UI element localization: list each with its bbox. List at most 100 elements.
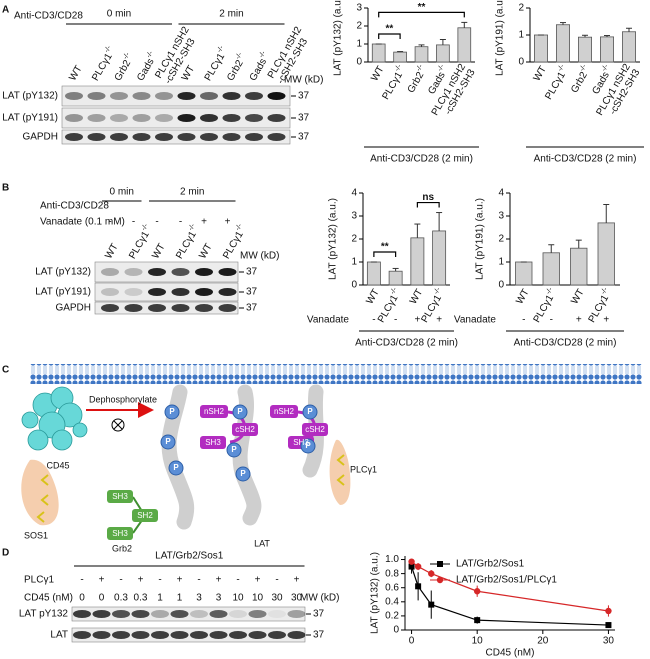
stimulus-label: Anti-CD3/CD28 xyxy=(40,201,109,212)
band xyxy=(87,114,106,122)
x-tick-label: WT xyxy=(569,287,586,306)
cd45-conc: 10 xyxy=(252,593,264,604)
plc-sign: - xyxy=(236,575,239,586)
y-tick-label: 0 xyxy=(356,57,362,68)
bar xyxy=(410,237,425,286)
bar xyxy=(534,34,549,63)
domain-label: nSH2 xyxy=(204,407,225,416)
phospho-label: P xyxy=(237,407,243,416)
band xyxy=(200,92,218,100)
x-tick-label: 10 xyxy=(472,636,484,647)
y-tick-label: 3 xyxy=(351,211,357,222)
domain-label: nSH2 xyxy=(274,407,295,416)
band xyxy=(171,268,190,276)
plc-sign: + xyxy=(216,575,222,586)
sig-label: ** xyxy=(381,242,389,253)
band xyxy=(209,610,228,618)
marker xyxy=(408,563,415,570)
y-axis-title: LAT (pY132) (a.u.) xyxy=(333,0,344,76)
cd45-conc: 1 xyxy=(157,593,163,604)
band xyxy=(131,610,150,618)
plc-sign: + xyxy=(294,575,300,586)
row-label: GAPDH xyxy=(22,132,58,143)
band xyxy=(112,610,130,618)
bar xyxy=(366,261,381,286)
diagram: Dephosphorylate CD45 SOS1 Grb2 LAT PLCγ1… xyxy=(21,364,642,553)
treatment-sign: + xyxy=(436,315,442,326)
band xyxy=(87,92,106,100)
band xyxy=(195,268,213,276)
y-tick-label: 0 xyxy=(518,57,524,68)
band xyxy=(124,288,143,296)
band xyxy=(155,92,173,100)
x-axis-title: CD45 (nM) xyxy=(486,648,535,659)
band xyxy=(87,133,106,141)
y-axis-title: LAT (pY132) (a.u.) xyxy=(328,198,339,280)
domain-label: cSH2 xyxy=(305,425,325,434)
band xyxy=(177,133,196,141)
bar xyxy=(597,222,615,286)
band xyxy=(101,268,119,276)
mw-marker: 37 xyxy=(246,267,258,278)
marker xyxy=(605,607,612,615)
band xyxy=(131,631,150,639)
bar xyxy=(600,36,615,63)
phospho-label: P xyxy=(173,463,179,472)
legend-marker xyxy=(436,576,444,584)
band xyxy=(92,610,111,618)
row-label: LAT pY132 xyxy=(19,609,69,620)
row-label: LAT (pY191) xyxy=(2,113,58,124)
band xyxy=(222,114,241,122)
plc-sign: - xyxy=(119,575,122,586)
band xyxy=(267,92,286,100)
domain-label: SH3 xyxy=(112,492,128,501)
x-tick-label: 0 xyxy=(409,636,415,647)
lane-label: Grb2-/- xyxy=(224,51,249,83)
band xyxy=(110,133,128,141)
time-label: 0 min xyxy=(107,9,131,20)
band xyxy=(177,114,196,122)
plc-sign: - xyxy=(80,575,83,586)
band xyxy=(148,304,166,312)
band xyxy=(268,610,286,618)
cd45-conc: 0.3 xyxy=(114,593,128,604)
blot-strip xyxy=(94,282,239,302)
bar xyxy=(515,261,533,286)
band xyxy=(151,610,169,618)
band xyxy=(248,610,267,618)
bar xyxy=(436,44,450,63)
y-tick-label: 3 xyxy=(356,3,362,14)
x-axis-title: Anti-CD3/CD28 (2 min) xyxy=(514,338,617,349)
band xyxy=(195,288,213,296)
cd45-conc: 0 xyxy=(79,593,85,604)
y-axis-title: LAT (pY191) (a.u.) xyxy=(495,0,506,76)
mw-label: MW (kD) xyxy=(240,251,279,262)
band xyxy=(229,610,247,618)
sig-label: ** xyxy=(418,2,426,13)
sig-bracket xyxy=(373,251,397,257)
band xyxy=(267,114,286,122)
lane-label: WT xyxy=(67,64,84,83)
y-axis-title: LAT (pY191) (a.u.) xyxy=(475,198,486,280)
cd45-conc: 0 xyxy=(99,593,105,604)
marker xyxy=(428,570,435,577)
sig-label: ** xyxy=(386,24,394,35)
marker xyxy=(415,583,422,590)
time-label: 2 min xyxy=(180,187,204,198)
cd45-conc: 0.3 xyxy=(134,593,148,604)
phospho-label: P xyxy=(305,441,311,450)
treatment-label: Vanadate (0.1 mM) xyxy=(40,217,125,228)
lane-label: WT xyxy=(150,242,167,261)
band xyxy=(190,610,208,618)
sig-bracket xyxy=(378,11,465,18)
band xyxy=(287,610,306,618)
x-tick-label: WT xyxy=(514,287,531,306)
band xyxy=(177,92,196,100)
band xyxy=(267,133,286,141)
band xyxy=(245,133,263,141)
panel-label: D xyxy=(2,548,9,559)
domain-label: SH3 xyxy=(205,438,221,447)
bar xyxy=(542,252,560,286)
band xyxy=(195,304,213,312)
lane-label: Gads-/- xyxy=(246,50,272,83)
